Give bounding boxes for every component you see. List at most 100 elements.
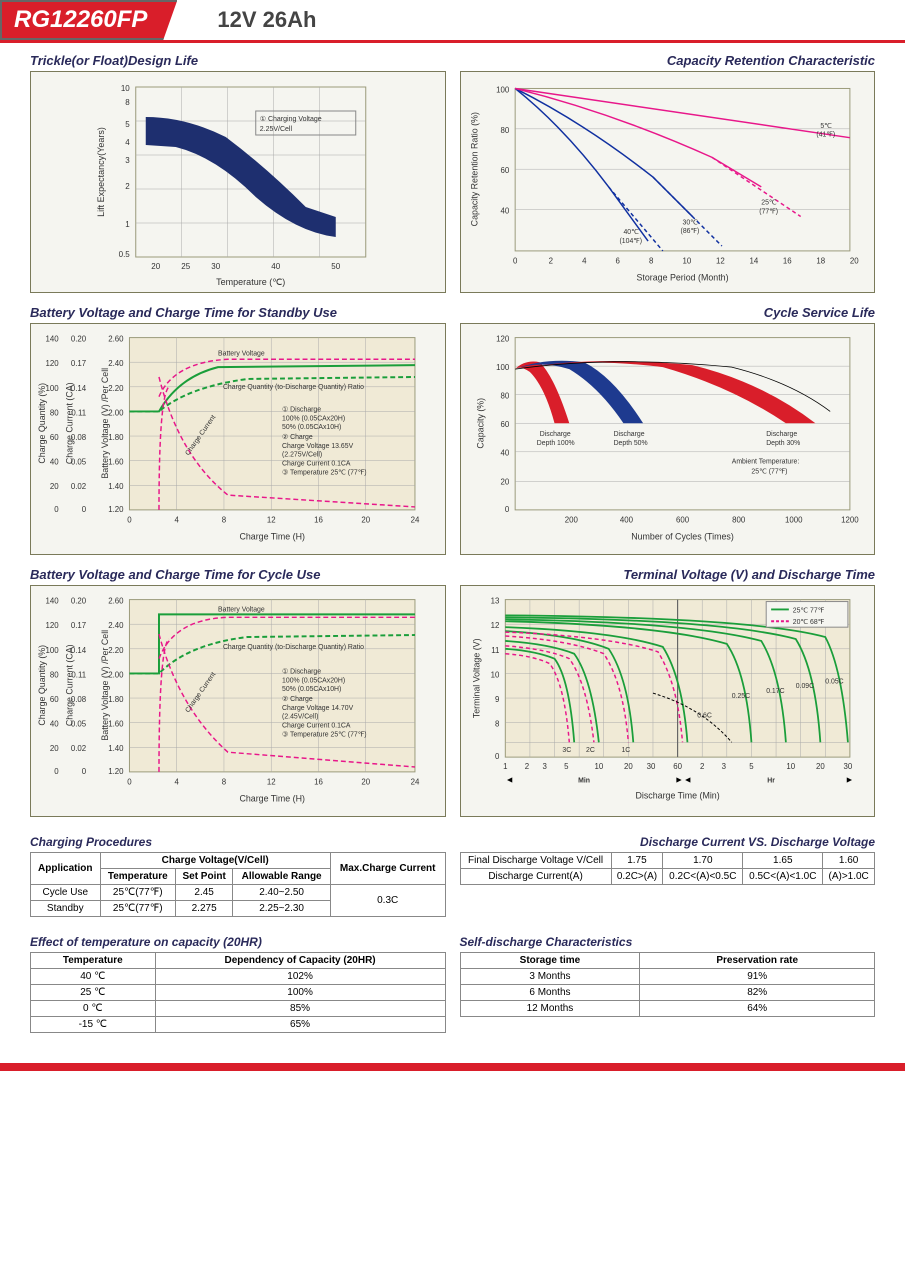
- svg-text:80: 80: [500, 126, 509, 135]
- svg-text:40: 40: [500, 449, 509, 458]
- table-row: Final Discharge Voltage V/Cell1.751.701.…: [460, 853, 875, 869]
- svg-text:16: 16: [314, 516, 323, 525]
- chart-cycle-life: DischargeDepth 100% DischargeDepth 50% D…: [460, 323, 876, 555]
- svg-text:4: 4: [125, 138, 130, 147]
- svg-text:60: 60: [673, 762, 682, 771]
- svg-text:① Discharge: ① Discharge: [282, 405, 321, 413]
- svg-text:5: 5: [564, 762, 569, 771]
- svg-text:0: 0: [82, 767, 87, 776]
- svg-text:1.60: 1.60: [108, 458, 124, 467]
- svg-text:5℃: 5℃: [820, 123, 832, 130]
- svg-text:Depth 30%: Depth 30%: [766, 440, 800, 447]
- table-title-temp-cap: Effect of temperature on capacity (20HR): [30, 935, 446, 949]
- svg-text:0.5: 0.5: [119, 250, 131, 259]
- svg-text:25℃ 77℉: 25℃ 77℉: [792, 607, 824, 614]
- svg-text:Battery Voltage: Battery Voltage: [218, 350, 265, 357]
- svg-text:0.09C: 0.09C: [795, 683, 813, 690]
- svg-text:Capacity (%): Capacity (%): [475, 398, 485, 449]
- svg-text:Storage Period (Month): Storage Period (Month): [636, 272, 728, 282]
- svg-text:2.20: 2.20: [108, 646, 124, 655]
- svg-text:0.20: 0.20: [71, 335, 87, 344]
- svg-text:Charge Voltage 14.70V: Charge Voltage 14.70V: [282, 705, 354, 712]
- svg-text:18: 18: [816, 257, 825, 266]
- svg-text:Capacity Retention Ratio (%): Capacity Retention Ratio (%): [469, 112, 479, 226]
- svg-text:2.60: 2.60: [108, 597, 124, 606]
- svg-text:0.20: 0.20: [71, 597, 87, 606]
- svg-text:4: 4: [582, 257, 587, 266]
- svg-text:3: 3: [125, 156, 130, 165]
- svg-text:24: 24: [411, 778, 420, 787]
- svg-text:2.00: 2.00: [108, 408, 124, 417]
- svg-text:20: 20: [849, 257, 858, 266]
- svg-text:Depth 100%: Depth 100%: [536, 440, 574, 447]
- svg-text:100: 100: [45, 646, 59, 655]
- svg-text:400: 400: [619, 516, 633, 525]
- svg-text:10: 10: [490, 670, 499, 679]
- svg-text:0.02: 0.02: [71, 744, 86, 753]
- chart-standby: Battery Voltage Charge Quantity (to-Disc…: [30, 323, 446, 555]
- svg-text:0.02: 0.02: [71, 482, 86, 491]
- svg-text:Charge Current (CA): Charge Current (CA): [64, 382, 74, 464]
- svg-text:Charge Current 0.1CA: Charge Current 0.1CA: [282, 723, 351, 730]
- svg-text:Discharge Time (Min): Discharge Time (Min): [635, 790, 719, 800]
- svg-text:5: 5: [125, 120, 130, 129]
- svg-text:20: 20: [50, 744, 59, 753]
- svg-text:4: 4: [175, 516, 180, 525]
- chart-title-trickle: Trickle(or Float)Design Life: [30, 53, 446, 68]
- svg-text:Hr: Hr: [767, 778, 775, 785]
- table-row: 12 Months64%: [460, 1001, 875, 1017]
- svg-text:0.05C: 0.05C: [825, 678, 843, 685]
- svg-text:8: 8: [222, 778, 227, 787]
- svg-text:140: 140: [45, 597, 59, 606]
- svg-text:8: 8: [649, 257, 654, 266]
- svg-text:(104℉): (104℉): [619, 238, 642, 245]
- svg-text:③ Temperature 25℃ (77℉): ③ Temperature 25℃ (77℉): [282, 468, 367, 476]
- svg-text:16: 16: [782, 257, 791, 266]
- svg-text:8: 8: [125, 98, 130, 107]
- svg-text:0.17C: 0.17C: [766, 688, 784, 695]
- table-temp-cap: TemperatureDependency of Capacity (20HR)…: [30, 952, 446, 1033]
- table-title-self-discharge: Self-discharge Characteristics: [460, 935, 876, 949]
- svg-text:1000: 1000: [785, 516, 803, 525]
- chart-retention: 40℃(104℉) 30℃(86℉) 25℃(77℉) 5℃(41℉) 1008…: [460, 71, 876, 293]
- svg-text:20: 20: [361, 778, 370, 787]
- svg-text:600: 600: [675, 516, 689, 525]
- svg-text:(41℉): (41℉): [816, 132, 835, 139]
- svg-text:80: 80: [50, 670, 59, 679]
- svg-text:12: 12: [715, 257, 724, 266]
- svg-text:10: 10: [682, 257, 691, 266]
- svg-text:Battery Voltage: Battery Voltage: [218, 606, 265, 613]
- svg-text:1200: 1200: [841, 516, 859, 525]
- svg-text:Discharge: Discharge: [613, 431, 644, 438]
- trickle-note2: 2.25V/Cell: [260, 126, 293, 133]
- svg-text:24: 24: [411, 516, 420, 525]
- svg-text:Terminal Voltage (V): Terminal Voltage (V): [471, 638, 481, 718]
- svg-text:Discharge: Discharge: [539, 431, 570, 438]
- svg-text:Charge Current 0.1CA: Charge Current 0.1CA: [282, 461, 351, 468]
- svg-text:►: ►: [844, 775, 853, 785]
- svg-text:0.17: 0.17: [71, 359, 86, 368]
- svg-text:120: 120: [496, 335, 510, 344]
- svg-text:80: 80: [500, 392, 509, 401]
- svg-text:25: 25: [181, 262, 190, 271]
- svg-text:Discharge: Discharge: [766, 431, 797, 438]
- svg-text:20: 20: [151, 262, 160, 271]
- table-row: -15 ℃65%: [31, 1017, 446, 1033]
- svg-text:30: 30: [211, 262, 220, 271]
- svg-text:(86℉): (86℉): [680, 228, 699, 235]
- svg-text:2.20: 2.20: [108, 384, 124, 393]
- svg-text:3: 3: [542, 762, 547, 771]
- svg-text:③ Temperature 25℃ (77℉): ③ Temperature 25℃ (77℉): [282, 730, 367, 738]
- svg-text:100: 100: [496, 363, 510, 372]
- svg-text:20: 20: [623, 762, 632, 771]
- svg-text:0: 0: [504, 505, 509, 514]
- table-row: Cycle Use25℃(77℉)2.452.40~2.500.3C: [31, 885, 446, 901]
- svg-text:2.40: 2.40: [108, 359, 124, 368]
- svg-text:1.40: 1.40: [108, 744, 124, 753]
- svg-text:140: 140: [45, 335, 59, 344]
- svg-text:0.6C: 0.6C: [697, 713, 712, 720]
- svg-text:8: 8: [495, 720, 500, 729]
- table-row: 3 Months91%: [460, 969, 875, 985]
- svg-text:1.60: 1.60: [108, 720, 124, 729]
- svg-text:0: 0: [54, 767, 59, 776]
